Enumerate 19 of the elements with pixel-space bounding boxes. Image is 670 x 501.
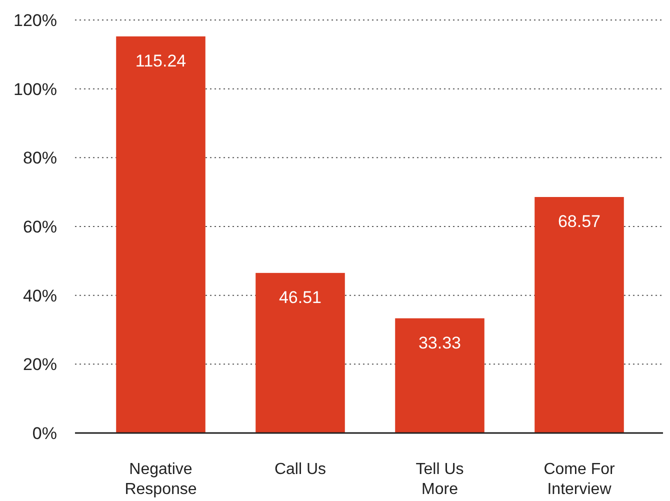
y-tick-label: 40%: [22, 286, 57, 306]
bar: [116, 36, 206, 433]
bar: [256, 272, 345, 433]
x-tick-label: Tell Us More: [416, 461, 464, 498]
data-label: 33.33: [418, 333, 462, 352]
y-tick-label: 60%: [22, 217, 57, 236]
y-tick-label: 0%: [32, 424, 57, 443]
data-label: 46.51: [278, 288, 322, 307]
y-tick-label: 100%: [14, 80, 57, 99]
bar: [395, 318, 484, 433]
x-tick-label: Call Us: [274, 461, 326, 478]
y-tick-label: 80%: [22, 148, 57, 168]
data-label: 68.57: [558, 212, 601, 232]
data-label: 115.24: [135, 51, 186, 70]
x-tick-label: Come For Interview: [544, 461, 616, 498]
bar: [534, 197, 624, 433]
y-tick-label: 120%: [14, 10, 57, 30]
x-tick-label: Negative Response: [124, 461, 197, 498]
y-tick-label: 20%: [22, 355, 57, 374]
